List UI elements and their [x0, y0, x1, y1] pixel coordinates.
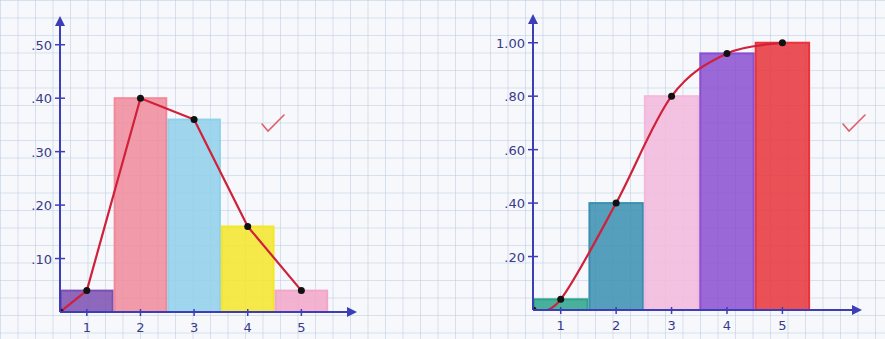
x-axis — [533, 309, 860, 311]
x-tick — [615, 307, 617, 314]
marker — [557, 296, 564, 303]
x-tick-label: 2 — [136, 320, 144, 335]
plot-area — [533, 39, 809, 310]
y-tick — [528, 256, 538, 258]
bar — [222, 226, 274, 312]
bar — [700, 53, 753, 310]
y-tick-label: .40 — [31, 91, 52, 106]
x-tick — [726, 307, 728, 314]
marker — [613, 200, 620, 207]
y-tick-label: .10 — [31, 252, 52, 267]
y-tick — [528, 149, 538, 151]
y-tick — [55, 97, 65, 99]
marker — [137, 95, 144, 102]
chart: .20 .40 .60 .80 1.00 1 2 3 4 5 — [496, 16, 865, 333]
x-tick — [193, 309, 195, 316]
x-tick-label: 1 — [557, 318, 565, 333]
x-tick-label: 3 — [190, 320, 198, 335]
x-tick — [560, 307, 562, 314]
x-tick-label: 4 — [723, 318, 731, 333]
check-mark — [843, 115, 865, 131]
x-axis — [60, 311, 355, 313]
x-tick — [247, 309, 249, 316]
marker — [191, 116, 198, 123]
y-tick — [55, 204, 65, 206]
y-tick-label: .30 — [31, 145, 52, 160]
y-tick-label: .80 — [504, 89, 525, 104]
y-tick — [528, 95, 538, 97]
y-tick — [528, 42, 538, 44]
marker — [779, 39, 786, 46]
x-tick — [782, 307, 784, 314]
y-tick-label: .20 — [504, 250, 525, 265]
x-tick — [86, 309, 88, 316]
marker — [723, 50, 730, 57]
bar — [115, 98, 167, 312]
x-tick — [671, 307, 673, 314]
chart: .10 .20 .30 .40 .50 1 2 3 4 5 — [31, 18, 355, 335]
y-tick — [528, 202, 538, 204]
y-tick — [55, 258, 65, 260]
y-tick — [55, 151, 65, 153]
x-tick-label: 5 — [297, 320, 305, 335]
x-tick-label: 4 — [244, 320, 252, 335]
y-tick-label: .60 — [504, 143, 525, 158]
marker — [244, 223, 251, 230]
marker — [668, 93, 675, 100]
y-tick-label: .20 — [31, 198, 52, 213]
y-tick-label: .40 — [504, 196, 525, 211]
line — [533, 43, 782, 310]
page: .10 .20 .30 .40 .50 1 2 3 4 5 .20 .40 .60 .80 1.00 1 2 3 4… — [0, 0, 885, 339]
x-tick-label: 1 — [83, 320, 91, 335]
bar — [589, 203, 642, 310]
y-axis — [59, 18, 61, 312]
bar — [168, 120, 220, 312]
x-tick-label: 5 — [778, 318, 786, 333]
graph-paper — [0, 0, 885, 339]
x-tick — [140, 309, 142, 316]
y-axis — [532, 16, 534, 310]
y-tick-label: .50 — [31, 38, 52, 53]
marker — [298, 287, 305, 294]
marker — [83, 287, 90, 294]
x-tick-label: 3 — [667, 318, 675, 333]
plot-area — [60, 95, 327, 312]
check-mark — [262, 115, 284, 131]
x-tick-label: 2 — [612, 318, 620, 333]
line — [60, 98, 301, 312]
y-tick — [55, 44, 65, 46]
bar — [756, 43, 809, 310]
x-tick — [301, 309, 303, 316]
y-tick-label: 1.00 — [496, 36, 525, 51]
